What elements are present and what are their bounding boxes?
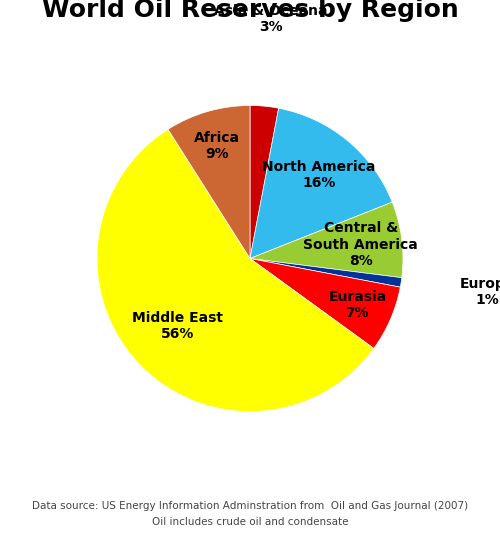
Wedge shape [250, 258, 400, 349]
Text: Middle East
56%: Middle East 56% [132, 311, 224, 342]
Text: North America
16%: North America 16% [262, 160, 376, 190]
Wedge shape [250, 106, 278, 258]
Wedge shape [250, 258, 402, 287]
Wedge shape [97, 129, 374, 411]
Wedge shape [168, 106, 250, 258]
Wedge shape [250, 202, 403, 278]
Wedge shape [250, 108, 392, 258]
Text: Africa
9%: Africa 9% [194, 131, 240, 161]
Text: Eurasia
7%: Eurasia 7% [328, 290, 386, 320]
Text: Central &
South America
8%: Central & South America 8% [304, 221, 418, 268]
Text: Oil includes crude oil and condensate: Oil includes crude oil and condensate [152, 517, 348, 527]
Title: World Oil Reserves by Region: World Oil Reserves by Region [42, 0, 459, 22]
Text: Data source: US Energy Information Adminstration from  Oil and Gas Journal (2007: Data source: US Energy Information Admin… [32, 500, 468, 511]
Text: Europe
1%: Europe 1% [460, 277, 500, 307]
Text: Asia & Oceana
3%: Asia & Oceana 3% [214, 4, 328, 35]
